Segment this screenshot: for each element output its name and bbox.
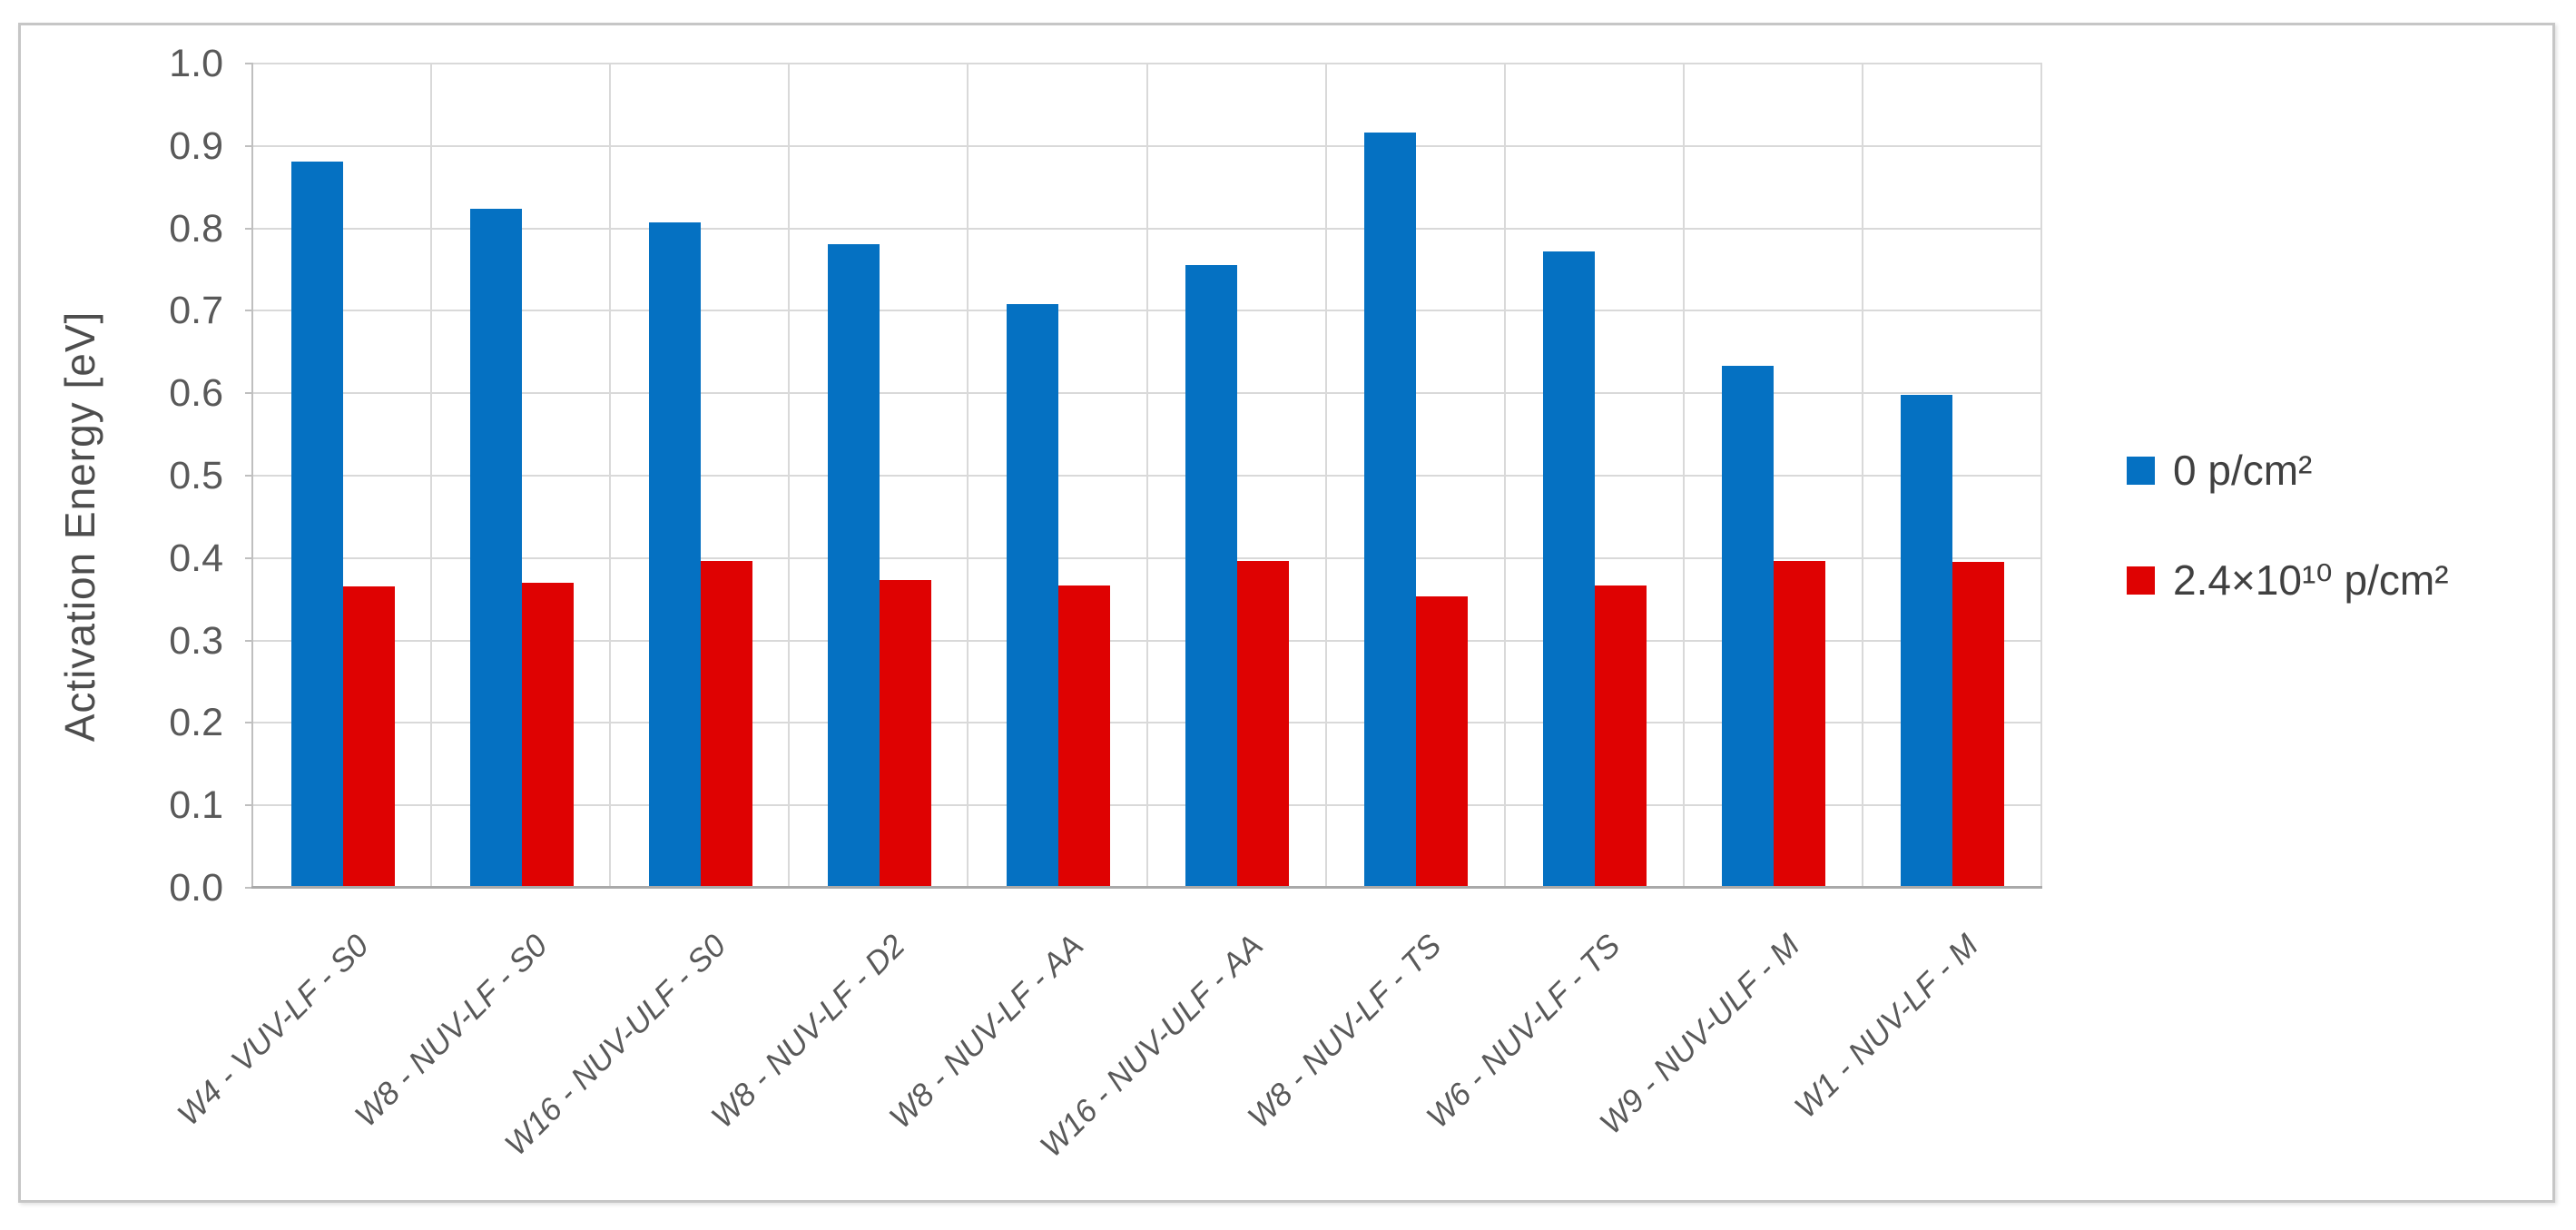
bar-blue-5 [1185, 264, 1238, 888]
bar-red-5 [1237, 560, 1289, 888]
bar-red-7 [1595, 585, 1647, 888]
gridline-x-boundary [2040, 64, 2042, 888]
x-axis-line [251, 886, 2042, 889]
x-category-label-9: W1 - NUV-LF - M [1787, 928, 1986, 1126]
bar-red-8 [1774, 561, 1826, 888]
legend-label-series-0: 0 p/cm² [2173, 447, 2313, 494]
bar-blue-3 [827, 243, 880, 888]
bar-blue-6 [1364, 133, 1417, 888]
gridline-y-0.3 [253, 639, 2042, 642]
x-category-label-6: W8 - NUV-LF - TS [1241, 928, 1449, 1136]
y-tick-mark [245, 639, 253, 642]
y-tick-label-0.8: 0.8 [169, 206, 223, 251]
legend-swatch-red-icon [2127, 566, 2155, 595]
y-tick-mark [245, 227, 253, 230]
bar-red-4 [1057, 585, 1110, 888]
y-tick-mark [245, 887, 253, 889]
gridline-x-boundary [430, 64, 433, 888]
y-tick-label-0.1: 0.1 [169, 783, 223, 828]
gridline-y-0.6 [253, 392, 2042, 395]
gridline-x-boundary [1503, 64, 1506, 888]
y-tick-label-1.0: 1.0 [169, 42, 223, 85]
x-category-label-8: W9 - NUV-ULF - M [1592, 928, 1806, 1142]
y-tick-label-0.0: 0.0 [169, 866, 223, 910]
gridline-y-0.8 [253, 227, 2042, 230]
y-tick-label-0.4: 0.4 [169, 536, 223, 580]
bar-blue-1 [469, 208, 522, 888]
gridline-y-1.0 [253, 63, 2042, 64]
legend: 0 p/cm² 2.4×10¹⁰ p/cm² [2127, 25, 2544, 1200]
bar-red-0 [342, 585, 395, 888]
y-tick-label-0.7: 0.7 [169, 289, 223, 333]
y-tick-label-0.2: 0.2 [169, 701, 223, 745]
bar-blue-7 [1543, 251, 1596, 888]
gridline-y-0.5 [253, 475, 2042, 477]
gridline-y-0.9 [253, 144, 2042, 147]
y-tick-mark [245, 722, 253, 724]
bar-red-6 [1416, 596, 1469, 888]
bar-red-3 [879, 580, 931, 888]
y-tick-mark [245, 556, 253, 559]
gridline-x-boundary [1682, 64, 1685, 888]
x-category-label-4: W8 - NUV-LF - AA [882, 928, 1091, 1136]
gridline-x-boundary [1324, 64, 1327, 888]
bar-red-1 [521, 583, 574, 888]
x-category-label-3: W8 - NUV-LF - D2 [704, 928, 912, 1136]
bar-blue-8 [1722, 366, 1775, 888]
gridline-x-boundary [1861, 64, 1863, 888]
bar-red-9 [1952, 562, 2005, 888]
bar-blue-2 [648, 222, 701, 888]
y-tick-mark [245, 144, 253, 147]
x-category-label-0: W4 - VUV-LF - S0 [170, 928, 376, 1133]
bar-blue-0 [290, 162, 343, 888]
legend-swatch-blue-icon [2127, 456, 2155, 485]
gridline-x-boundary [609, 64, 612, 888]
bar-blue-4 [1006, 304, 1058, 888]
y-tick-label-0.5: 0.5 [169, 454, 223, 497]
gridline-y-0.2 [253, 722, 2042, 724]
y-tick-mark [245, 804, 253, 807]
plot-area [245, 63, 2042, 889]
y-tick-mark [245, 310, 253, 312]
y-tick-label-0.6: 0.6 [169, 371, 223, 416]
gridline-y-0.7 [253, 310, 2042, 312]
gridline-x-boundary [967, 64, 969, 888]
x-category-label-7: W6 - NUV-LF - TS [1420, 928, 1627, 1136]
chart-frame: Activation Energy [eV] 0.0 0.1 0.2 0.3 0.4 0.… [18, 23, 2555, 1203]
y-tick-mark [245, 63, 253, 64]
legend-item-series-0: 0 p/cm² [2127, 447, 2312, 494]
gridline-x-boundary [1145, 64, 1148, 888]
gridline-y-0.1 [253, 804, 2042, 807]
x-category-label-1: W8 - NUV-LF - S0 [348, 928, 555, 1134]
gridline-y-0.4 [253, 556, 2042, 559]
y-tick-label-0.9: 0.9 [169, 123, 223, 168]
gridline-x-boundary [788, 64, 791, 888]
bar-red-2 [700, 560, 752, 888]
y-tick-label-0.3: 0.3 [169, 618, 223, 663]
bar-blue-9 [1901, 395, 1953, 888]
y-tick-mark [245, 392, 253, 395]
legend-item-series-1: 2.4×10¹⁰ p/cm² [2127, 556, 2449, 604]
legend-label-series-1: 2.4×10¹⁰ p/cm² [2173, 556, 2449, 604]
y-tick-mark [245, 475, 253, 477]
